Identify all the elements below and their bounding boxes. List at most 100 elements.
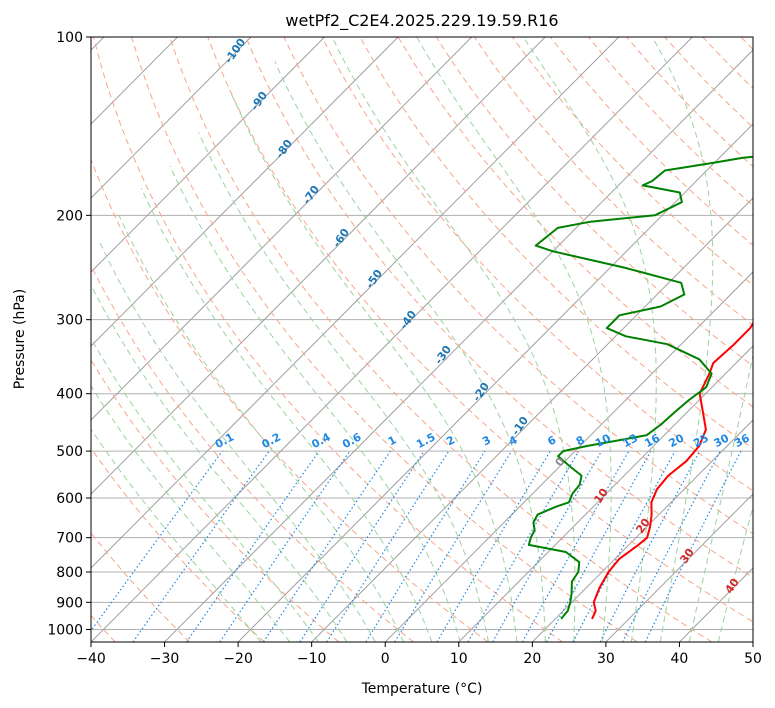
mixing-ratio-lines	[91, 450, 742, 642]
dry-adiabat	[93, 37, 563, 642]
dry-adiabat	[131, 37, 638, 642]
dry-adiabat-label: -50	[363, 267, 385, 291]
isotherm	[91, 37, 620, 569]
dewpoint-line	[527, 155, 753, 620]
mixing-ratio-label: 0.4	[309, 430, 333, 451]
dry-adiabat-label: -30	[432, 343, 454, 367]
mixing-ratio-label: 16	[642, 431, 662, 450]
mixing-ratio-label: 3	[480, 433, 493, 448]
x-tick-label: 30	[597, 651, 615, 667]
mixing-ratio-line	[219, 450, 351, 642]
y-tick-label: 1000	[47, 622, 83, 638]
mixing-ratio-label: 1.5	[414, 430, 437, 451]
x-tick-label: 20	[523, 651, 541, 667]
moist-adiabat	[198, 132, 489, 642]
dry-adiabat	[91, 358, 340, 642]
x-tick-label: 0	[381, 651, 390, 667]
mixing-ratio-label: 20	[667, 431, 687, 450]
dry-adiabat	[740, 37, 753, 51]
isotherm	[91, 37, 252, 199]
mixing-ratio-label: 0.1	[213, 430, 236, 451]
dry-adiabat-label: -70	[300, 183, 322, 207]
y-tick-label: 900	[56, 595, 83, 611]
isotherm	[91, 37, 473, 421]
y-tick-label: 100	[56, 30, 83, 46]
isotherm	[458, 345, 753, 642]
x-axis-label: Temperature (°C)	[361, 681, 483, 697]
mixing-ratio-label: 30	[712, 431, 732, 450]
moist-adiabat	[522, 37, 657, 642]
x-tick-label: −40	[76, 651, 106, 667]
moist-adiabat	[331, 37, 576, 642]
dry-adiabat-label: -60	[330, 226, 352, 250]
isotherm	[605, 493, 753, 642]
isotherm	[531, 419, 753, 642]
mixing-ratio-line	[572, 450, 676, 642]
mixing-ratio-line	[546, 450, 652, 642]
mixing-ratio-label: 36	[732, 431, 752, 450]
mixing-ratio-label: 0.6	[340, 430, 364, 451]
x-tick-label: 10	[450, 651, 468, 667]
moist-adiabat	[91, 385, 291, 642]
mixing-ratio-line	[132, 450, 270, 642]
isotherm	[752, 641, 753, 642]
mixing-ratio-label: 25	[691, 431, 711, 450]
moist-adiabat	[91, 428, 262, 642]
dry-adiabat-label: -100	[222, 36, 249, 66]
x-tick-label: 40	[671, 651, 689, 667]
mixing-ratio-line	[186, 450, 320, 642]
mixing-ratio-label: 10	[593, 431, 613, 450]
mixing-ratio-line	[394, 450, 513, 642]
dry-adiabat	[207, 37, 753, 623]
dry-adiabat	[91, 158, 489, 642]
temperature-line	[591, 321, 753, 620]
mixing-ratio-line	[644, 450, 742, 642]
mixing-ratio-line	[326, 450, 450, 642]
moist-adiabat	[231, 94, 518, 642]
pressure-gridlines	[91, 37, 753, 630]
x-axis: −40 −30 −20 −10 0 10 20 30 40 50	[76, 642, 762, 667]
dry-adiabat	[169, 37, 713, 642]
isotherms	[91, 37, 753, 642]
y-tick-label: 600	[56, 491, 83, 507]
mixing-ratio-line	[365, 450, 486, 642]
isotherm	[384, 271, 753, 642]
dry-adiabat-label: -90	[248, 89, 270, 113]
isotherm	[91, 37, 546, 495]
moist-adiabat	[91, 284, 348, 642]
moist-adiabats	[91, 37, 753, 642]
dry-adiabats	[91, 37, 753, 642]
moist-adiabat	[140, 187, 433, 642]
dry-adiabat	[664, 37, 753, 128]
dry-adiabat	[511, 37, 753, 286]
moist-adiabat	[118, 215, 405, 642]
isotherm	[91, 37, 693, 642]
plot-frame	[90, 36, 754, 643]
dry-adiabat	[283, 37, 753, 535]
y-tick-label: 400	[56, 387, 83, 403]
isotherm	[91, 37, 399, 347]
mixing-ratio-line	[91, 450, 223, 632]
x-tick-label: −30	[150, 651, 180, 667]
y-tick-label: 800	[56, 565, 83, 581]
moist-adiabat	[274, 61, 546, 642]
y-tick-label: 300	[56, 313, 83, 329]
moist-adiabat	[688, 352, 753, 642]
isotherm	[91, 37, 325, 273]
moist-adiabat	[91, 337, 319, 642]
dry-adiabat-label: -40	[397, 308, 419, 332]
mixing-ratio-label: 2	[444, 433, 457, 448]
y-tick-label: 200	[56, 208, 83, 224]
x-tick-label: 50	[744, 651, 762, 667]
dry-adiabat	[245, 37, 753, 578]
moist-adiabat	[416, 37, 612, 642]
moist-adiabat-label: 30	[677, 546, 697, 566]
mixing-ratio-label: 1	[386, 433, 399, 448]
mixing-ratio-label: 6	[545, 433, 558, 448]
chart-title: wetPf2_C2E4.2025.229.19.59.R16	[285, 11, 558, 31]
dry-adiabat	[473, 37, 753, 326]
dry-adiabat	[91, 447, 265, 642]
sounding-lines	[527, 155, 753, 620]
y-tick-label: 700	[56, 531, 83, 547]
dry-adiabat	[321, 37, 753, 492]
